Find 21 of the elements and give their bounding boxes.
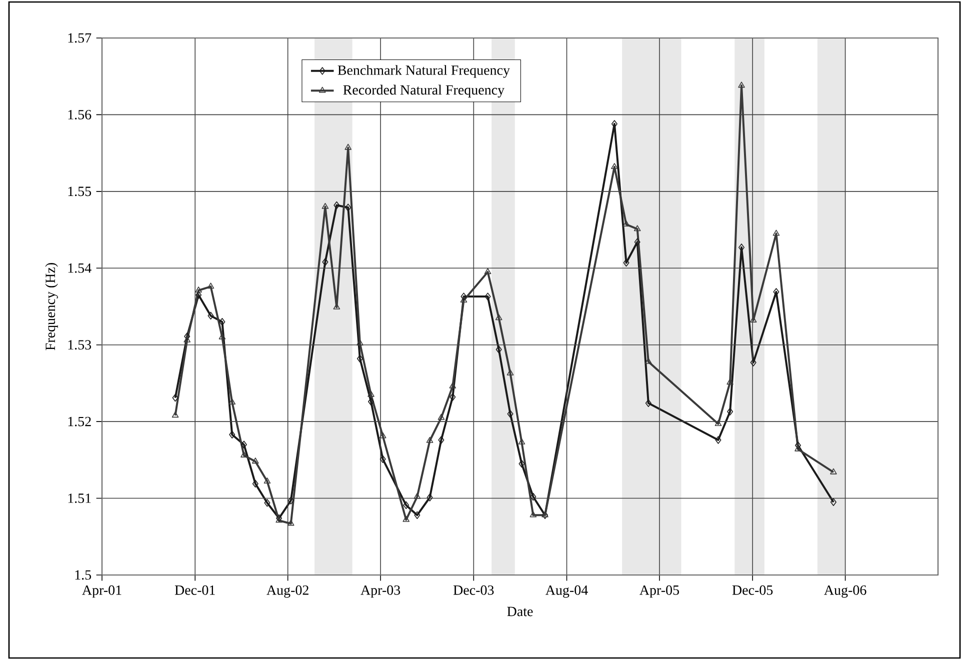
x-axis-title: Date xyxy=(507,606,533,616)
y-tick-label: 1.52 xyxy=(68,416,91,426)
x-tick-label: Aug-06 xyxy=(824,585,866,598)
y-tick-label: 1.51 xyxy=(68,494,91,503)
x-tick-label: Aug-04 xyxy=(546,585,588,598)
x-tick-label: Aug-02 xyxy=(266,585,308,598)
y-tick-label: 1.55 xyxy=(68,186,92,196)
x-tick-label: Apr-03 xyxy=(360,585,400,598)
y-tick-label: 1.53 xyxy=(68,340,92,350)
y-axis-title: Frequency (Hz) xyxy=(45,263,58,350)
legend-label: Recorded Natural Frequency xyxy=(343,84,504,98)
y-tick-label: 1.54 xyxy=(68,263,92,273)
x-tick-label: Apr-05 xyxy=(640,585,679,598)
y-tick-label: 1.56 xyxy=(68,110,92,120)
x-tick-label: Dec-03 xyxy=(453,585,494,595)
legend-label: Benchmark Natural Frequency xyxy=(338,65,510,78)
x-tick-label: Dec-01 xyxy=(174,585,215,595)
y-tick-label: 1.5 xyxy=(75,570,92,580)
x-tick-label: Dec-05 xyxy=(732,585,773,595)
y-tick-label: 1.57 xyxy=(68,33,92,43)
x-tick-label: Apr-01 xyxy=(82,585,122,598)
